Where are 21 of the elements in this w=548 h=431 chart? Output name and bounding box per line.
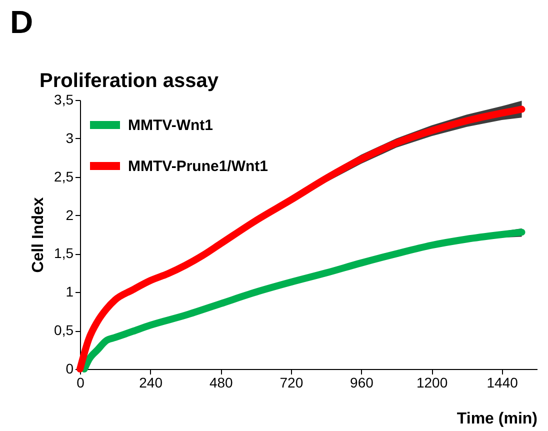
x-tick-label: 480 (209, 374, 234, 390)
y-tick-label: 0 (66, 360, 74, 376)
legend-label: MMTV-Prune1/Wnt1 (128, 158, 268, 175)
y-tick-label: 3,5 (54, 92, 74, 108)
y-tick-label: 1,5 (54, 245, 74, 262)
x-tick-label: 1200 (416, 374, 448, 390)
chart-title: Proliferation assay (40, 70, 220, 92)
y-tick-label: 1 (66, 284, 74, 300)
y-tick-label: 2,5 (54, 168, 74, 184)
y-axis-title: Cell Index (30, 197, 48, 273)
y-tick-label: 2 (66, 206, 74, 223)
x-tick-label: 720 (280, 374, 304, 390)
y-tick-label: 3 (66, 130, 74, 146)
x-tick-label: 960 (350, 374, 374, 390)
legend-label: MMTV-Wnt1 (128, 117, 213, 134)
y-tick-label: 0,5 (54, 322, 74, 338)
x-axis-title: Time (min) (456, 410, 538, 428)
x-tick-label: 1440 (486, 374, 518, 390)
x-tick-label: 240 (139, 374, 163, 390)
text: D (10, 4, 34, 41)
x-tick-label: 0 (76, 374, 85, 390)
